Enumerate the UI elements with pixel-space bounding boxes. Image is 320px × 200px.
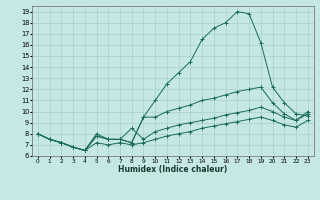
X-axis label: Humidex (Indice chaleur): Humidex (Indice chaleur) bbox=[118, 165, 228, 174]
